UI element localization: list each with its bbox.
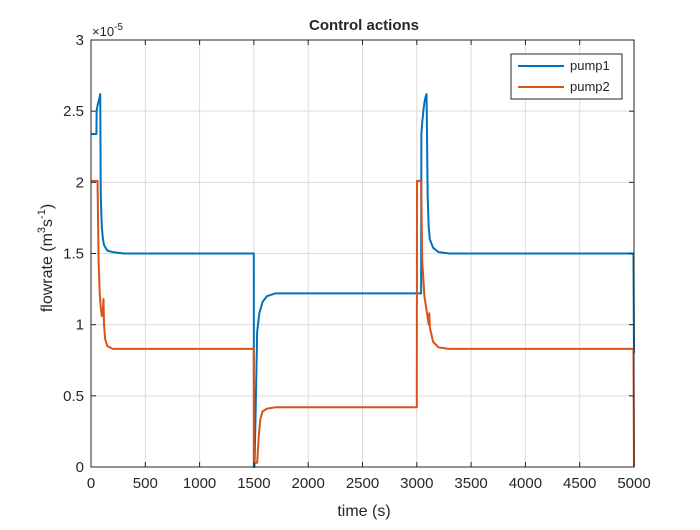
x-tick-label: 3000: [400, 475, 433, 492]
y-axis-label: flowrate (m3s-1): [36, 204, 56, 312]
series-line-pump1: [91, 93, 635, 468]
y-exponent-sup: -5: [114, 22, 123, 33]
chart-title: Control actions: [309, 17, 419, 34]
y-tick-label: 2: [76, 174, 84, 191]
x-tick-label: 5000: [617, 475, 650, 492]
y-axis-label-base: flowrate (m: [39, 233, 56, 312]
x-tick-label: 4000: [509, 475, 542, 492]
x-tick-label: 2500: [346, 475, 379, 492]
x-tick-label: 2000: [292, 475, 325, 492]
y-exponent-base: ×10: [92, 24, 114, 39]
y-tick-label: 2.5: [63, 103, 84, 120]
y-tick-label: 0.5: [63, 388, 84, 405]
y-tick-label: 0: [76, 459, 84, 476]
y-tick-label: 1.5: [63, 246, 84, 263]
series-layer: [91, 93, 635, 468]
x-tick-label: 1500: [237, 475, 270, 492]
legend-label-pump2: pump2: [570, 79, 610, 94]
series-line-pump2: [91, 179, 635, 468]
x-tick-label: 500: [133, 475, 158, 492]
y-axis-label-sup2: -1: [36, 209, 48, 219]
legend-label-pump1: pump1: [570, 58, 610, 73]
x-tick-label: 0: [87, 475, 95, 492]
x-tick-label: 3500: [454, 475, 487, 492]
y-axis-label-sup1: 3: [36, 227, 48, 233]
y-tick-label: 1: [76, 317, 84, 334]
ticks: 0 500 1000 1500 2000 2500 3000 3500 4000 4500 5000…: [63, 32, 651, 492]
legend: pump1 pump2: [510, 53, 623, 100]
y-tick-label: 3: [76, 32, 84, 49]
y-axis-label-end: ): [39, 204, 56, 209]
y-exponent-label: ×10-5: [92, 22, 123, 39]
x-tick-label: 1000: [183, 475, 216, 492]
x-tick-label: 4500: [563, 475, 596, 492]
x-axis-label: time (s): [337, 503, 390, 520]
legend-box: [510, 53, 623, 100]
y-axis-label-mid: s: [39, 219, 56, 227]
